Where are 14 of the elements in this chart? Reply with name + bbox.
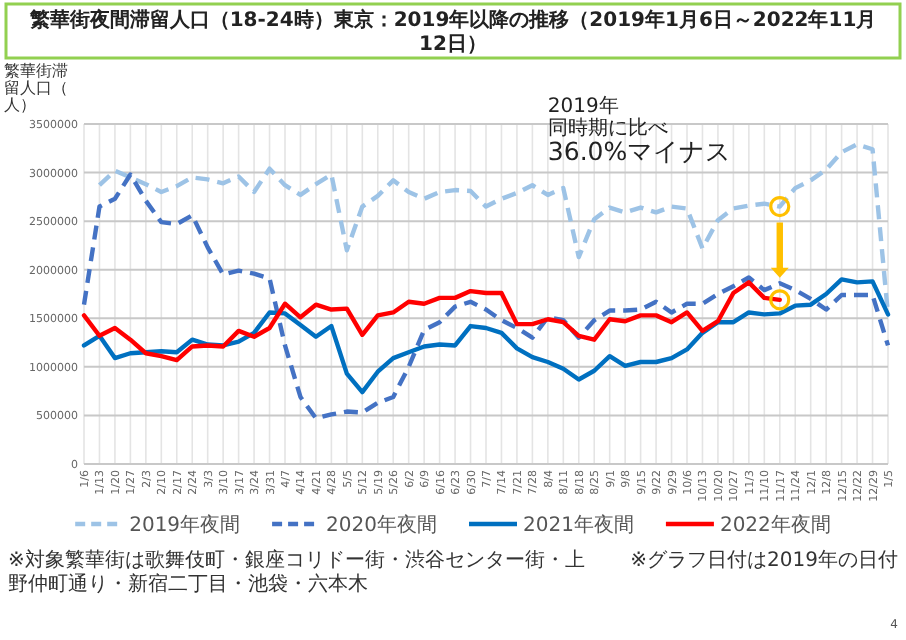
annotation: 同時期に比べ [547,116,668,140]
line-series [81,277,891,395]
line-series [81,172,891,421]
legend-label: 2019年夜間 [129,513,241,537]
text: ※対象繁華街は歌舞伎町・銀座コリドー街・渋谷センター街・上野仲町通り・新宿二丁目・池袋・六本木 [8,548,585,596]
text: 2019年 [547,94,619,118]
title: 繁華街夜間滞留人口（18-24時）東京：2019年以降の推移（2019年1月6日～2022年11月12日） [4,2,902,60]
annotation: 36.0%マイナス [547,136,732,166]
chart-title: 繁華街夜間滞留人口（18-24時）東京：2019年以降の推移（2019年1月6日～2022年11月12日） [27,8,877,56]
legend-label: 2021年夜間 [523,513,634,537]
text: ※グラフ日付は2019年の日付 [630,548,898,572]
y-axis-title: 繁華街滞留人口（人） [4,62,68,114]
legend-label: 2022年夜間 [719,513,831,537]
legend-label: 2020年夜間 [326,513,437,537]
